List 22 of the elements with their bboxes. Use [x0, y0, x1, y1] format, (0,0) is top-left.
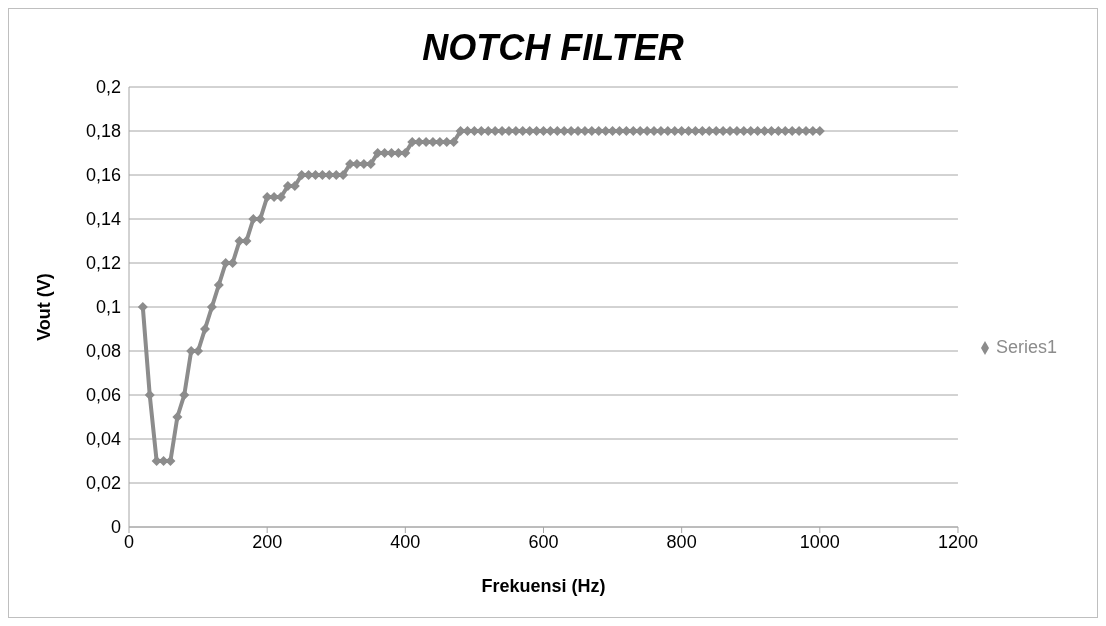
y-tick-label: 0,1	[95, 297, 121, 318]
x-tick-label: 400	[390, 531, 421, 552]
y-tick-label: 0	[110, 517, 121, 538]
y-tick-label: 0,2	[95, 77, 121, 98]
x-axis-title: Frekuensi (Hz)	[481, 576, 606, 596]
x-tick-label: 1200	[937, 531, 978, 552]
y-tick-label: 0,16	[85, 165, 121, 186]
y-tick-label: 0,04	[85, 429, 121, 450]
x-tick-label: 800	[666, 531, 697, 552]
y-tick-label: 0,08	[85, 341, 121, 362]
x-tick-label: 1000	[799, 531, 840, 552]
y-tick-label: 0,06	[85, 385, 121, 406]
y-tick-label: 0,18	[85, 121, 121, 142]
y-tick-label: 0,12	[85, 253, 121, 274]
y-tick-label: 0,14	[85, 209, 121, 230]
x-tick-label: 0	[123, 531, 135, 552]
legend-label: Series1	[995, 336, 1057, 357]
y-tick-label: 0,02	[85, 473, 121, 494]
y-axis-title: Vout (V)	[34, 273, 55, 341]
x-tick-label: 200	[252, 531, 283, 552]
x-tick-label: 600	[528, 531, 559, 552]
chart-title: NOTCH FILTER	[421, 26, 685, 70]
